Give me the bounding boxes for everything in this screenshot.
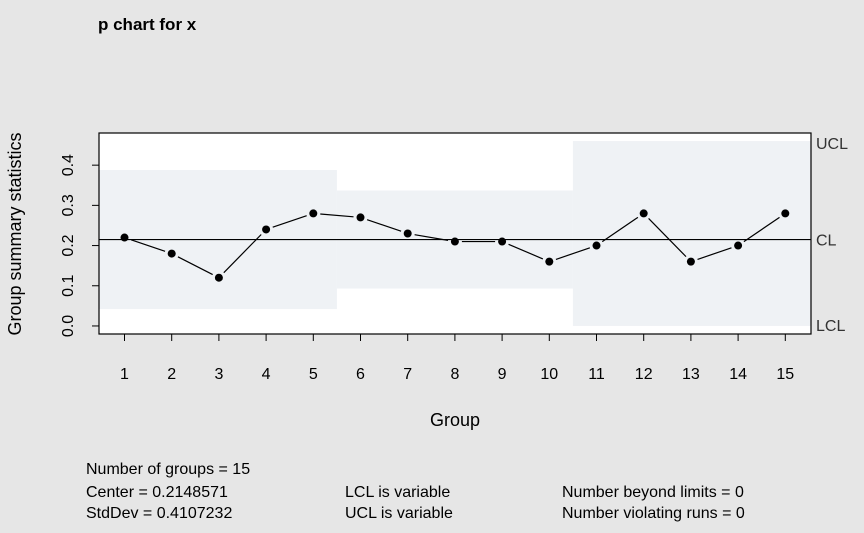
series-line-segment: [223, 234, 262, 274]
y-axis: 0.0 0.1 0.2 0.3 0.4: [60, 154, 99, 337]
stat-beyond-limits: Number beyond limits = 0: [562, 484, 744, 501]
x-tick-label: 11: [588, 366, 605, 383]
series-line-segment: [697, 247, 732, 260]
y-axis-label: Group summary statistics: [5, 132, 25, 335]
series-line-segment: [555, 247, 591, 260]
series-line-segment: [130, 239, 166, 252]
y-tick-label: 0.4: [60, 154, 77, 176]
cl-label: CL: [816, 233, 837, 250]
x-tick-label: 4: [262, 366, 271, 383]
stat-stddev: StdDev = 0.4107232: [86, 505, 233, 522]
series-line-segment: [508, 243, 544, 260]
stat-ucl: UCL is variable: [345, 505, 453, 522]
series-line-segment: [414, 234, 449, 241]
x-axis: 1 2 3 4 5 6 7 8 9 10 11 12 13 14 15: [120, 334, 794, 383]
data-point: [592, 241, 601, 250]
x-tick-label: 3: [214, 366, 223, 383]
data-series: [120, 209, 790, 282]
x-tick-label: 12: [635, 366, 653, 383]
data-point: [262, 225, 271, 234]
x-tick-label: 6: [356, 366, 365, 383]
data-point: [120, 233, 129, 242]
series-line-segment: [601, 216, 639, 243]
x-tick-label: 13: [682, 366, 700, 383]
data-point: [686, 257, 695, 266]
data-point: [356, 213, 365, 222]
y-tick-label: 0.3: [60, 194, 77, 216]
data-point: [498, 237, 507, 246]
x-tick-label: 9: [498, 366, 507, 383]
data-point: [781, 209, 790, 218]
x-tick-label: 1: [120, 366, 129, 383]
series-line-segment: [177, 256, 213, 276]
data-point: [639, 209, 648, 218]
data-point: [403, 229, 412, 238]
x-tick-label: 14: [729, 366, 747, 383]
series-line-segment: [648, 217, 687, 258]
x-axis-label: Group: [430, 410, 480, 430]
x-tick-label: 10: [540, 366, 558, 383]
series-line-segment: [366, 219, 402, 232]
data-point: [167, 249, 176, 258]
x-tick-label: 2: [167, 366, 176, 383]
series-line-segment: [743, 216, 780, 243]
series-line-segment: [320, 213, 354, 218]
x-tick-label: 15: [776, 366, 794, 383]
data-point: [450, 237, 459, 246]
stat-groups: Number of groups = 15: [86, 461, 251, 478]
limit-band: [572, 141, 811, 326]
stat-lcl: LCL is variable: [345, 484, 451, 501]
x-tick-label: 8: [450, 366, 459, 383]
y-tick-label: 0.1: [60, 275, 77, 297]
y-tick-label: 0.2: [60, 234, 77, 256]
lcl-label: LCL: [816, 318, 845, 335]
series-line-segment: [272, 215, 307, 228]
data-point: [214, 273, 223, 282]
stat-violating-runs: Number violating runs = 0: [562, 505, 745, 522]
stat-center: Center = 0.2148571: [86, 484, 228, 501]
data-point: [309, 209, 318, 218]
data-point: [545, 257, 554, 266]
data-point: [734, 241, 743, 250]
x-tick-label: 5: [309, 366, 318, 383]
ucl-label: UCL: [816, 136, 848, 153]
chart-title: p chart for x: [98, 15, 197, 34]
y-tick-label: 0.0: [60, 315, 77, 337]
x-tick-label: 7: [403, 366, 412, 383]
